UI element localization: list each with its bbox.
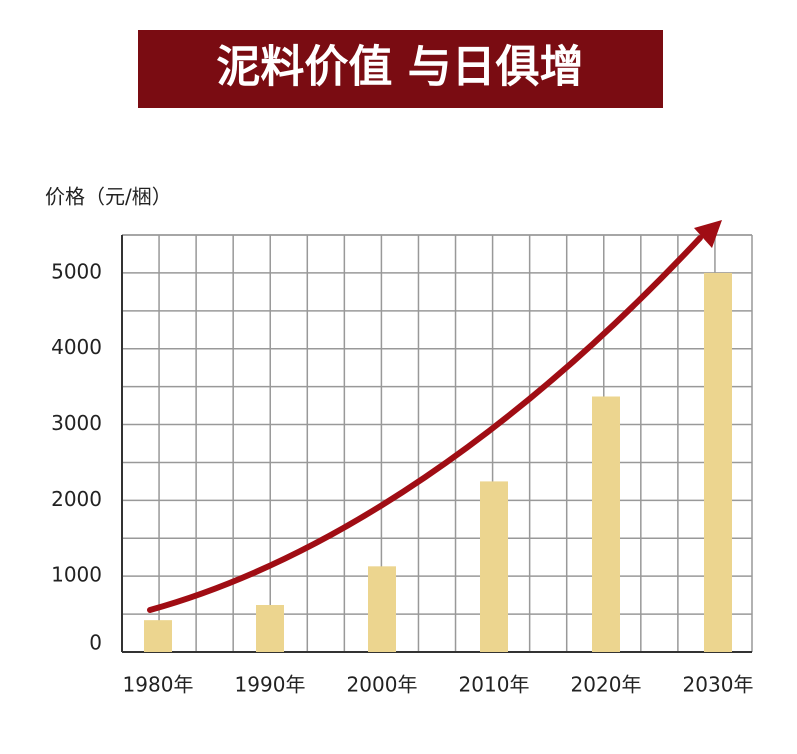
bar	[480, 481, 508, 652]
y-tick-label: 3000	[51, 411, 102, 435]
y-axis-label: 价格（元/梱）	[45, 185, 172, 209]
bar	[368, 566, 396, 652]
x-tick-label: 1980年	[123, 673, 194, 697]
y-tick-label: 5000	[51, 259, 102, 283]
x-tick-label: 2030年	[683, 673, 754, 697]
x-tick-label: 2010年	[459, 673, 530, 697]
arrow-head	[694, 220, 722, 248]
x-tick-label: 2000年	[347, 673, 418, 697]
x-tick-label: 1990年	[235, 673, 306, 697]
bar	[592, 396, 620, 652]
y-tick-label: 0	[89, 631, 102, 655]
x-tick-label: 2020年	[571, 673, 642, 697]
bar	[704, 272, 732, 652]
chart-title: 泥料价值 与日俱增	[216, 42, 583, 93]
bar	[144, 620, 172, 652]
bars	[144, 272, 732, 652]
trend-arrow	[147, 235, 703, 613]
y-tick-label: 2000	[51, 487, 102, 511]
title-banner	[138, 30, 663, 108]
y-tick-label: 1000	[51, 563, 102, 587]
bar	[256, 604, 284, 652]
y-tick-label: 4000	[51, 335, 102, 359]
